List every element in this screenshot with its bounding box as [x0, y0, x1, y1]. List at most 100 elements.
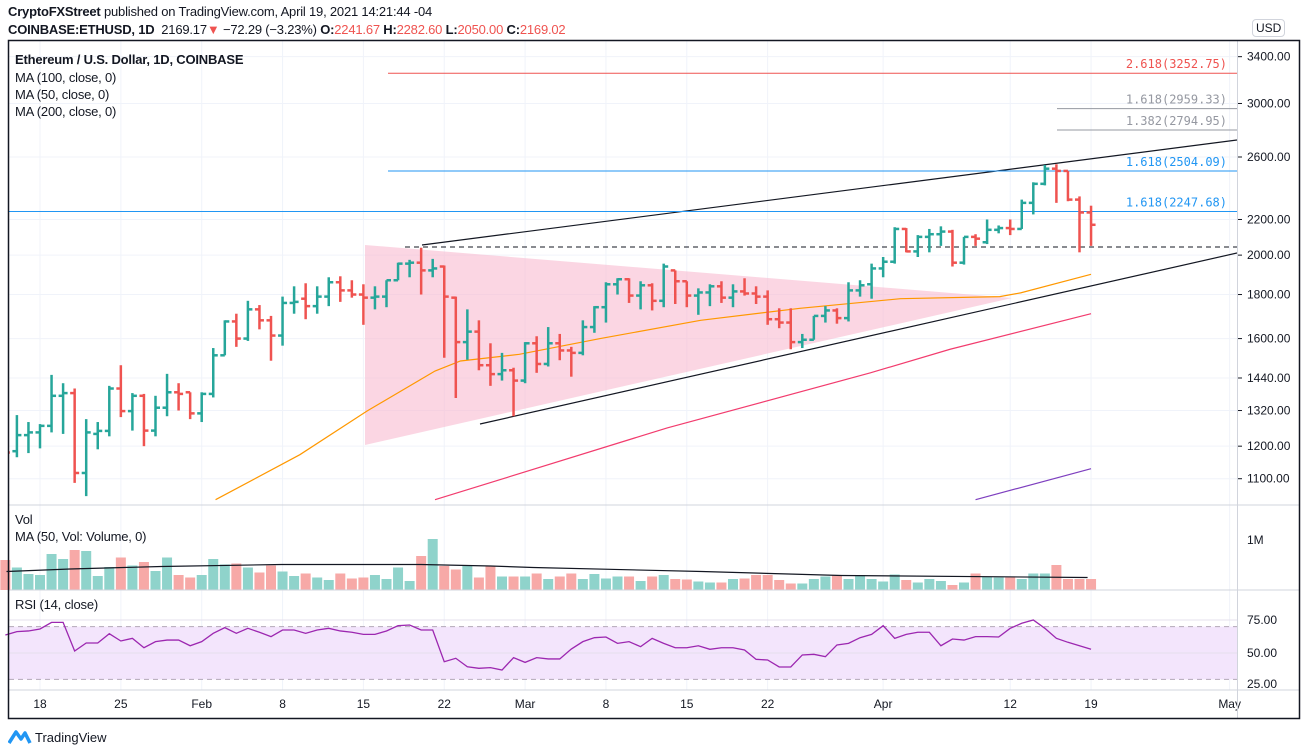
volume-bar: [81, 551, 92, 590]
ohlc-bar: [1086, 205, 1096, 246]
rsi-tick-label: 50.00: [1247, 646, 1277, 660]
ohlc-bar: [335, 276, 345, 302]
ohlc-bar: [382, 279, 391, 308]
volume-bar: [150, 571, 161, 590]
volume-bar: [323, 580, 334, 590]
volume-bar: [600, 578, 611, 590]
close-value: 2169.02: [519, 22, 566, 37]
ohlc-bar: [901, 227, 911, 253]
ohlc-bar: [127, 393, 137, 431]
volume-bar: [450, 569, 461, 590]
x-tick-label: 22: [761, 697, 775, 711]
ohlc-bar: [797, 333, 807, 349]
x-tick-label: 22: [438, 697, 452, 711]
y-tick-label: 1440.00: [1247, 371, 1291, 385]
tradingview-brand: TradingView: [35, 729, 107, 745]
ohlc-bar: [844, 282, 853, 322]
currency-badge[interactable]: USD: [1252, 19, 1286, 37]
publisher-name[interactable]: CryptoFXStreet: [8, 4, 101, 19]
volume-bar: [543, 579, 554, 590]
x-tick-label: 18: [33, 697, 47, 711]
ohlc-bar: [947, 229, 957, 267]
ohlc-bar: [278, 296, 288, 346]
legend-volume[interactable]: Vol: [15, 512, 33, 527]
volume-bar: [104, 567, 115, 590]
fib-level-label: 1.382(2794.95): [1126, 114, 1227, 128]
legend-rsi[interactable]: RSI (14, close): [15, 597, 98, 612]
volume-bar: [219, 564, 230, 590]
symbol-name: COINBASE:ETHUSD, 1D: [8, 22, 155, 37]
volume-bar: [115, 557, 126, 590]
legend-volume-ma[interactable]: MA (50, Vol: Volume, 0): [15, 529, 147, 544]
ma100-line: [434, 313, 1092, 501]
ohlc-bar: [301, 283, 311, 320]
rsi-tick-label: 25.00: [1247, 677, 1277, 691]
ohlc-bar: [393, 262, 403, 282]
volume-bar: [658, 575, 669, 590]
ohlc-bar: [254, 305, 264, 330]
ohlc-bar: [936, 226, 946, 246]
legend-ma200[interactable]: MA (200, close, 0): [15, 104, 117, 119]
y-tick-label: 1100.00: [1247, 472, 1290, 486]
high-value: 2282.60: [396, 22, 443, 37]
ohlc-bar: [23, 422, 33, 454]
volume-bar: [462, 566, 473, 590]
volume-bar: [289, 576, 300, 590]
ohlc-bar: [613, 278, 622, 295]
ohlc-bar: [231, 313, 241, 347]
ohlc-bar: [428, 258, 438, 278]
volume-bar: [704, 582, 715, 590]
volume-bar: [0, 560, 11, 590]
ohlc-bar: [705, 284, 715, 307]
volume-bar: [589, 574, 600, 590]
legend-ma100[interactable]: MA (100, close, 0): [15, 70, 117, 85]
ohlc-bar: [1040, 164, 1050, 186]
ohlc-bar: [890, 227, 900, 264]
ohlc-bar: [509, 367, 519, 417]
ohlc-bar: [786, 308, 796, 350]
ohlc-bar: [751, 286, 761, 304]
volume-bar: [485, 566, 496, 590]
fib-level-label: 1.618(2959.33): [1126, 93, 1227, 107]
x-tick-label: Apr: [874, 697, 893, 711]
ohlc-bar: [659, 263, 669, 308]
ohlc-bar: [578, 320, 588, 356]
volume-bar: [242, 567, 253, 590]
open-value: 2241.67: [334, 22, 380, 37]
ohlc-bar: [971, 234, 981, 246]
ohlc-bar: [740, 278, 750, 296]
low-label: L:: [445, 22, 458, 37]
volume-bar: [381, 579, 392, 590]
y-tick-label: 1800.00: [1247, 288, 1291, 302]
upper-channel-trendline: [421, 139, 1237, 246]
chart-frame: [7, 39, 1301, 720]
volume-bar: [959, 582, 969, 590]
volume-bar: [855, 575, 866, 590]
ohlc-bar: [116, 365, 126, 418]
ohlc-bar: [716, 281, 726, 303]
volume-bar: [566, 573, 577, 590]
volume-bar: [820, 576, 831, 590]
ohlc-bar: [532, 336, 542, 373]
ohlc-bar: [809, 314, 819, 342]
close-label: C:: [506, 22, 521, 37]
volume-bar: [335, 573, 346, 590]
legend-ma50[interactable]: MA (50, close, 0): [15, 87, 110, 102]
ohlc-bar: [174, 383, 184, 411]
volume-bar: [1028, 573, 1039, 590]
x-tick-label: 25: [114, 697, 128, 711]
ohlc-bar: [543, 327, 553, 367]
tradingview-logo[interactable]: TradingView: [8, 729, 107, 745]
volume-bar: [970, 573, 981, 590]
x-tick-label: 8: [279, 697, 286, 711]
volume-bar: [11, 567, 22, 590]
volume-bar: [254, 572, 265, 590]
ohlc-bar: [1028, 182, 1038, 215]
ohlc-bar: [462, 309, 472, 360]
volume-bar: [497, 576, 507, 590]
ohlc-bar: [1005, 219, 1015, 236]
ohlc-bar: [878, 256, 888, 278]
y-tick-label: 2200.00: [1247, 212, 1291, 226]
volume-bar: [797, 583, 808, 590]
